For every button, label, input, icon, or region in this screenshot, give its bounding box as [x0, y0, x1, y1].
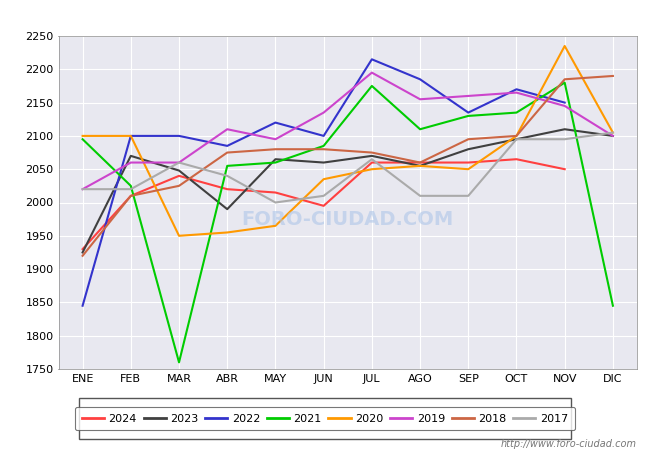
Text: Afiliados en La Roda de Andalucía a 30/11/2024: Afiliados en La Roda de Andalucía a 30/1…: [142, 10, 508, 26]
FancyBboxPatch shape: [79, 398, 571, 439]
Text: FORO-CIUDAD.COM: FORO-CIUDAD.COM: [242, 210, 454, 229]
Text: http://www.foro-ciudad.com: http://www.foro-ciudad.com: [501, 439, 637, 449]
Legend: 2024, 2023, 2022, 2021, 2020, 2019, 2018, 2017: 2024, 2023, 2022, 2021, 2020, 2019, 2018…: [75, 407, 575, 430]
